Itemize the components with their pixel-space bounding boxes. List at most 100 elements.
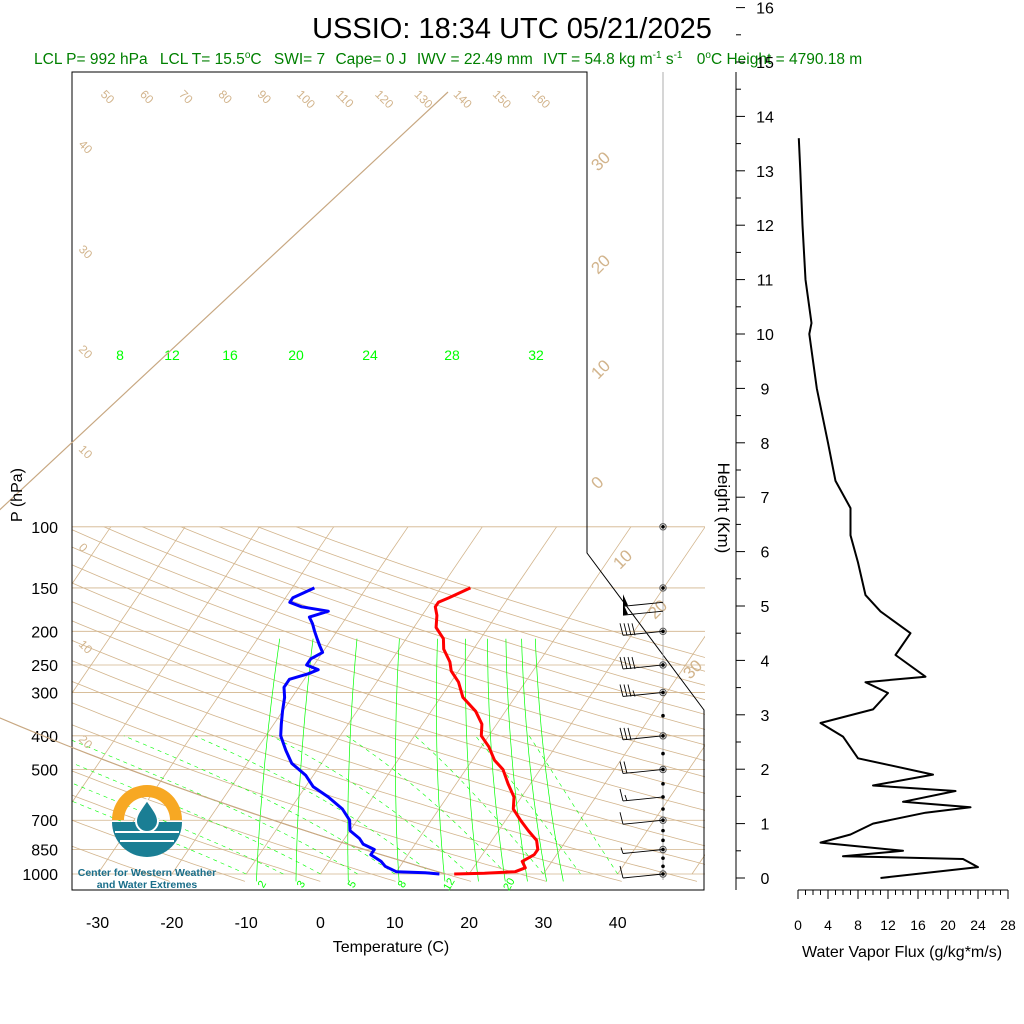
moist-adiabat — [346, 735, 507, 875]
mixing-ratio-line — [464, 638, 479, 882]
wind-barb-full — [619, 788, 624, 802]
chart-title: USSIO: 18:34 UTC 05/21/2025 — [312, 13, 712, 45]
dry-adiabat — [72, 794, 321, 882]
isotherm-right-label: 30 — [679, 656, 706, 683]
wind-barb-full — [623, 727, 628, 740]
wind-barb — [619, 788, 664, 802]
stat-freezing-rest: C Height = 4790.18 m — [711, 51, 862, 68]
wind-barb-full — [619, 865, 624, 879]
mixing-ratio-line — [534, 638, 564, 882]
isotherm-line — [617, 744, 705, 875]
adiabat-label: 50 — [98, 87, 118, 107]
mixing-ratio-label: 12 — [441, 876, 458, 893]
wind-barb — [622, 594, 664, 607]
mixing-ratio-label: 20 — [501, 876, 518, 893]
wind-barb — [619, 865, 664, 879]
wind-barb-full — [619, 623, 624, 636]
moist-adiabat — [528, 735, 618, 875]
flux-tick-label: 20 — [940, 917, 956, 933]
wind-calm-circle — [659, 584, 667, 592]
x-tick-label: -10 — [235, 915, 258, 932]
adiabat-label: 80 — [215, 87, 235, 107]
mixing-ratio-label: 28 — [444, 347, 460, 363]
parcel-trace — [0, 91, 449, 875]
mixing-ratio-label: 24 — [362, 347, 378, 363]
wind-calm-circle — [659, 523, 667, 531]
height-tick-label: 7 — [761, 490, 770, 507]
stat-lcl-t: LCL T= 15.5 — [160, 51, 245, 68]
mixing-ratio-line — [347, 638, 358, 882]
moist-adiabat — [414, 735, 544, 875]
dry-adiabat — [180, 526, 705, 701]
flux-tick-label: 12 — [880, 917, 896, 933]
mixing-ratio-line — [295, 638, 314, 882]
stat-cape: Cape= 0 J — [335, 51, 406, 68]
stat-ivt: IVT = 54.8 kg m — [543, 51, 653, 68]
wind-barb-shaft — [622, 664, 664, 670]
wind-barb-full — [619, 656, 624, 670]
dry-adiabat — [72, 529, 705, 746]
water-vapor-flux-line — [797, 138, 979, 879]
logo-water-bowl — [112, 822, 182, 857]
x-tick-label: 30 — [535, 915, 553, 932]
logo-line-1: Center for Western Weather — [78, 867, 216, 879]
height-tick-label: 8 — [761, 436, 770, 453]
wind-barb — [619, 727, 664, 741]
isotherm-left-label: 40 — [76, 137, 96, 157]
dry-adiabat — [219, 526, 705, 686]
x-axis-title: Temperature (C) — [333, 939, 449, 956]
mixing-ratio-label: 5 — [346, 879, 359, 890]
droplet-icon — [134, 798, 160, 833]
height-tick-label: 0 — [761, 871, 770, 888]
wind-barb-half — [624, 794, 628, 802]
dry-adiabat — [142, 526, 705, 715]
stat-iwv: IWV = 22.49 mm — [417, 51, 533, 68]
wind-level-dot — [661, 586, 665, 590]
flux-tick-label: 28 — [1000, 917, 1016, 933]
mixing-ratio-label: 8 — [396, 879, 409, 890]
y-tick-label: 100 — [31, 520, 58, 537]
height-tick-label: 4 — [761, 653, 770, 670]
wind-barb-shaft — [622, 849, 664, 854]
wind-barb-shaft — [622, 769, 664, 774]
stat-lcl-p: LCL P= 992 hPa — [34, 51, 148, 68]
isotherm-line — [468, 526, 705, 875]
adiabat-label: 70 — [176, 87, 196, 107]
stat-lcl-t-unit: C — [250, 51, 261, 68]
isotherm-line — [691, 854, 705, 875]
moist-adiabat — [475, 735, 581, 875]
wind-barb-shaft — [622, 796, 664, 802]
logo-sun-arc — [112, 785, 182, 820]
dry-adiabat — [72, 724, 547, 882]
wind-barb-full — [631, 623, 636, 636]
adiabat-label: 110 — [333, 87, 357, 111]
flux-tick-label: 16 — [910, 917, 926, 933]
moist-adiabat — [194, 735, 433, 875]
wind-barb-full — [619, 761, 624, 774]
wind-barb-full — [619, 727, 624, 740]
skewt-series — [0, 91, 540, 876]
moist-adiabat — [72, 739, 358, 875]
wind-level-dot — [661, 525, 665, 529]
isotherm-left-label: 20 — [76, 342, 96, 362]
wind-barb-full — [627, 623, 632, 636]
mixing-ratio-label: 12 — [164, 347, 180, 363]
moist-adiabat — [72, 762, 321, 875]
y-tick-label: 500 — [31, 762, 58, 779]
height-tick-label: 9 — [761, 381, 770, 398]
height-tick-label: 14 — [756, 109, 774, 126]
dry-adiabat — [72, 660, 705, 865]
logo-line-2: and Water Extremes — [97, 879, 198, 891]
isotherm-right-label: 20 — [644, 596, 671, 623]
height-tick-label: 1 — [761, 817, 770, 834]
y-tick-label: 1000 — [22, 867, 58, 884]
wind-barb-full — [631, 656, 636, 670]
dry-adiabat — [72, 564, 705, 778]
isotherm-line — [320, 526, 557, 875]
wind-barb-shaft — [622, 630, 664, 636]
flux-tick-label: 8 — [854, 917, 862, 933]
wind-barb-full — [623, 623, 628, 636]
isotherm-line — [72, 526, 186, 694]
moist-adiabat — [123, 735, 395, 875]
